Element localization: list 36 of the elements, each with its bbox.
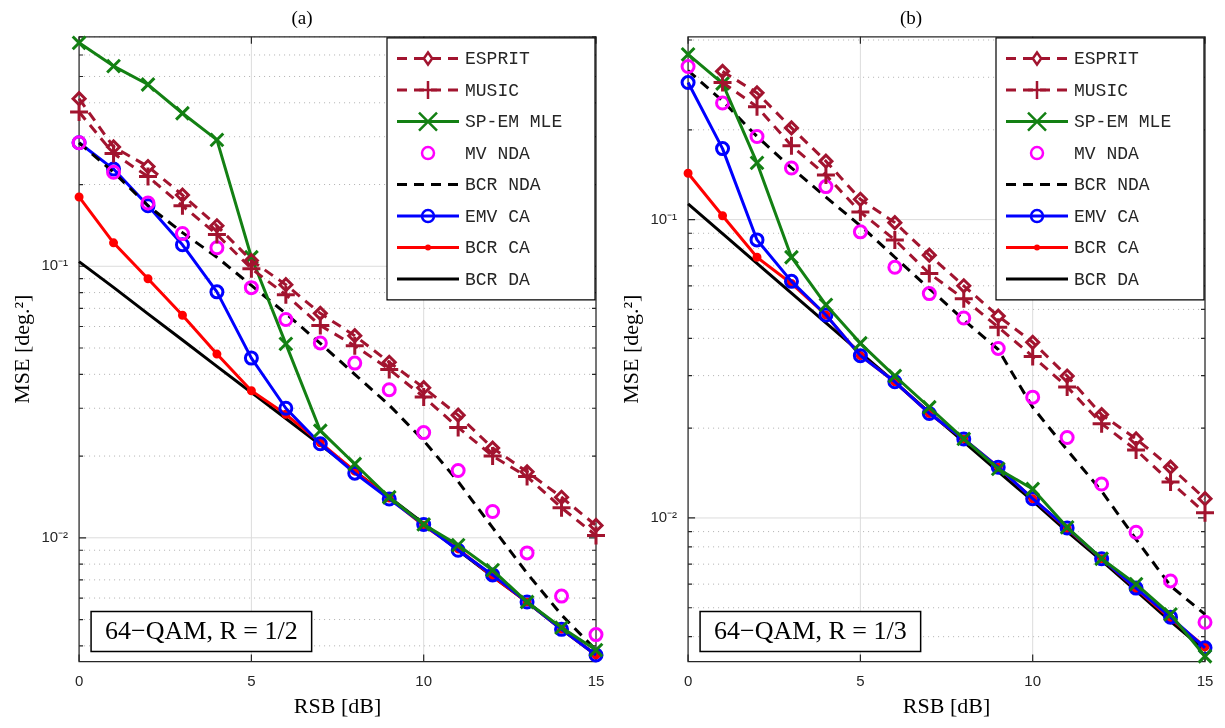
- x-tick-label: 0: [74, 671, 84, 689]
- x-tick-label: 5: [856, 671, 865, 689]
- legend-label: BCR NDA: [1074, 175, 1150, 196]
- x-axis-title: RSB [dB]: [902, 692, 991, 718]
- legend-label: EMV CA: [1074, 206, 1140, 227]
- legend-label: BCR DA: [465, 269, 531, 290]
- x-tick-label: 10: [415, 671, 433, 689]
- legend-label: SP-EM MLE: [465, 112, 563, 133]
- y-tick-label: 10⁻²: [41, 527, 69, 545]
- annotation: 64−QAM, R = 1/3: [714, 616, 907, 646]
- x-tick-label: 0: [683, 671, 693, 689]
- legend-label: BCR CA: [1074, 238, 1140, 259]
- x-tick-label: 10: [1024, 671, 1042, 689]
- y-axis-title: MSE [deg.²]: [617, 294, 643, 404]
- chart-title: (b): [899, 7, 923, 30]
- legend-label: MV NDA: [1074, 143, 1140, 164]
- y-tick-label: 10⁻²: [650, 508, 678, 526]
- legend-label: MV NDA: [465, 143, 531, 164]
- legend-label: ESPRIT: [1074, 49, 1140, 70]
- legend-label: BCR NDA: [465, 175, 541, 196]
- legend-label: MUSIC: [1074, 80, 1129, 101]
- annotation: 64−QAM, R = 1/2: [105, 616, 298, 646]
- x-tick-label: 15: [1196, 671, 1214, 689]
- y-tick-label: 10⁻¹: [41, 256, 69, 274]
- legend-label: EMV CA: [465, 206, 531, 227]
- legend-label: BCR CA: [465, 238, 531, 259]
- y-tick-label: 10⁻¹: [650, 209, 678, 227]
- x-axis-title: RSB [dB]: [293, 692, 382, 718]
- x-tick-label: 15: [587, 671, 605, 689]
- x-tick-label: 5: [247, 671, 256, 689]
- legend-label: ESPRIT: [465, 49, 531, 70]
- legend-label: MUSIC: [465, 80, 520, 101]
- legend-label: BCR DA: [1074, 269, 1140, 290]
- y-axis-title: MSE [deg.²]: [8, 294, 34, 404]
- chart-title: (a): [291, 7, 313, 30]
- legend-label: SP-EM MLE: [1074, 112, 1172, 133]
